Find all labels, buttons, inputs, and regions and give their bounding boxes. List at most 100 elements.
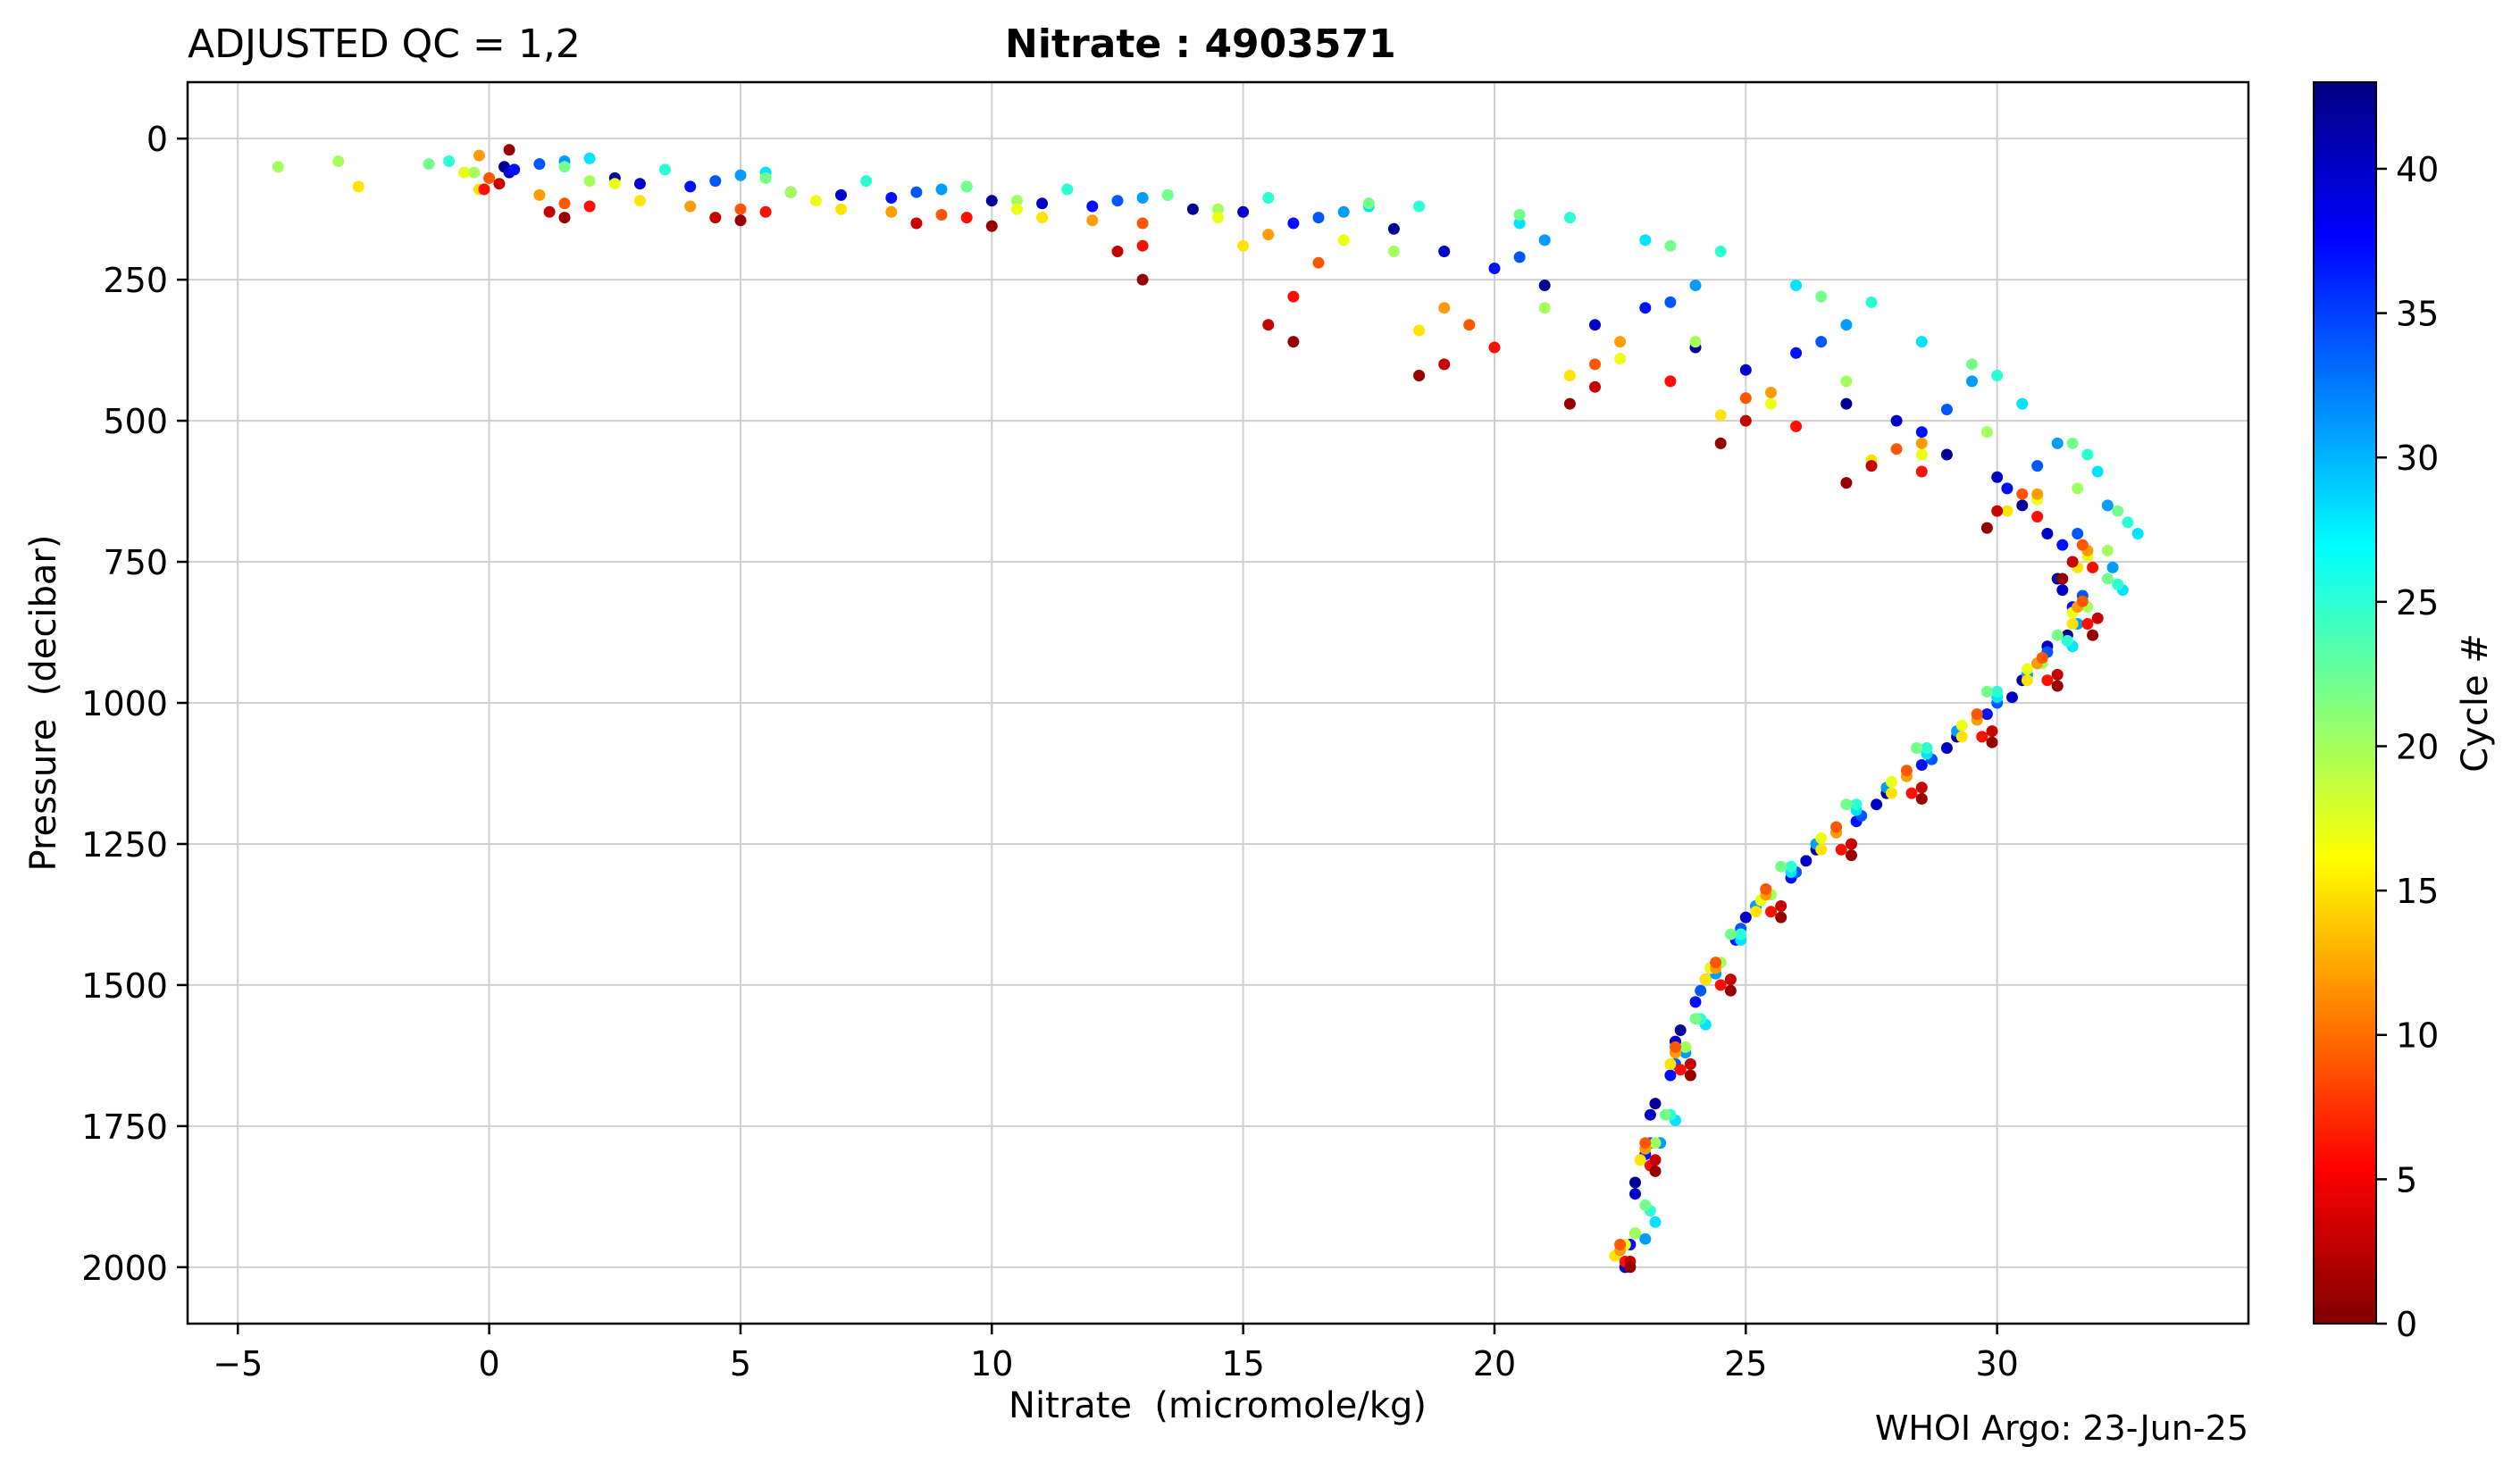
data-point bbox=[558, 212, 571, 224]
data-point bbox=[2091, 465, 2104, 478]
x-tick-label: −5 bbox=[213, 1344, 263, 1383]
data-point bbox=[759, 171, 772, 184]
data-point bbox=[935, 183, 948, 196]
data-point bbox=[1815, 832, 1828, 845]
data-point bbox=[583, 152, 596, 164]
colorbar-tick-label: 30 bbox=[2396, 439, 2439, 478]
data-point bbox=[1739, 364, 1752, 376]
data-point bbox=[885, 205, 898, 218]
data-point bbox=[2036, 652, 2048, 664]
data-point bbox=[1991, 471, 2004, 483]
data-point bbox=[2031, 460, 2044, 472]
data-point bbox=[1689, 336, 1702, 348]
data-point bbox=[935, 209, 948, 221]
data-point bbox=[1664, 296, 1677, 308]
data-point bbox=[1724, 928, 1737, 940]
data-point bbox=[1940, 404, 1953, 415]
y-tick-label: 250 bbox=[103, 261, 168, 300]
data-point bbox=[1915, 781, 1928, 794]
data-point bbox=[1765, 906, 1777, 918]
data-point bbox=[2072, 528, 2084, 539]
data-point bbox=[1111, 246, 1124, 257]
data-point bbox=[2051, 680, 2064, 692]
data-point bbox=[885, 192, 898, 204]
data-point bbox=[2056, 573, 2069, 585]
data-point bbox=[1750, 906, 1762, 918]
data-point bbox=[2021, 663, 2033, 675]
data-point bbox=[1387, 222, 1400, 235]
data-point bbox=[1775, 900, 1787, 912]
data-point bbox=[468, 166, 481, 179]
data-point bbox=[2101, 573, 2114, 585]
data-point bbox=[2066, 618, 2079, 630]
x-tick-label: 10 bbox=[970, 1344, 1013, 1383]
data-point bbox=[1634, 1154, 1646, 1166]
data-point bbox=[684, 180, 697, 193]
colorbar-tick-label: 10 bbox=[2396, 1016, 2439, 1056]
data-point bbox=[1689, 1013, 1702, 1025]
data-point bbox=[533, 158, 546, 171]
data-point bbox=[1800, 855, 1813, 867]
data-point bbox=[1624, 1261, 1637, 1274]
colorbar-tick-label: 5 bbox=[2396, 1160, 2417, 1199]
colorbar-axis: 0 5 10 15 20 25 30 35 40 bbox=[2376, 150, 2439, 1344]
data-point bbox=[2087, 629, 2099, 641]
data-point bbox=[1438, 302, 1451, 314]
data-point bbox=[1991, 685, 2004, 698]
data-point bbox=[1664, 1069, 1677, 1082]
data-point bbox=[2041, 528, 2054, 539]
data-point bbox=[1674, 1024, 1687, 1036]
data-point bbox=[1589, 358, 1601, 371]
data-point bbox=[1760, 883, 1772, 895]
data-point bbox=[1212, 212, 1224, 224]
data-point bbox=[2112, 578, 2124, 590]
data-point bbox=[1061, 183, 1074, 196]
data-point bbox=[759, 205, 772, 218]
data-point bbox=[1890, 443, 1903, 456]
y-tick-label: 1500 bbox=[81, 966, 168, 1006]
data-point bbox=[1649, 1137, 1662, 1149]
data-point bbox=[423, 158, 435, 171]
data-point bbox=[1710, 957, 1722, 969]
data-point bbox=[2016, 499, 2029, 512]
data-point bbox=[1986, 725, 1998, 738]
colorbar-tick-label: 0 bbox=[2396, 1305, 2417, 1344]
data-point bbox=[1649, 1098, 1662, 1110]
data-point bbox=[608, 178, 621, 190]
x-tick-label: 25 bbox=[1724, 1344, 1767, 1383]
data-point bbox=[1940, 448, 1953, 461]
data-point bbox=[1689, 996, 1702, 1008]
data-point bbox=[503, 144, 515, 156]
data-point bbox=[1010, 195, 1023, 207]
data-point bbox=[1010, 203, 1023, 215]
data-point bbox=[2122, 516, 2134, 529]
data-point bbox=[1921, 742, 1933, 754]
data-point bbox=[1136, 239, 1149, 252]
data-point bbox=[272, 161, 284, 173]
data-point bbox=[709, 212, 722, 224]
data-point bbox=[483, 171, 496, 184]
y-tick-label: 1250 bbox=[81, 825, 168, 865]
data-point bbox=[1890, 414, 1903, 427]
data-point bbox=[2112, 505, 2124, 517]
data-point bbox=[1790, 347, 1803, 359]
data-point bbox=[2016, 488, 2029, 500]
colorbar-tick-label: 20 bbox=[2396, 727, 2439, 766]
data-point bbox=[1639, 1199, 1652, 1211]
data-point bbox=[1991, 370, 2004, 381]
x-axis: −5 0 5 10 15 20 25 30 bbox=[213, 1324, 2019, 1383]
data-point bbox=[1337, 205, 1350, 218]
data-point bbox=[1724, 974, 1737, 986]
x-tick-label: 15 bbox=[1221, 1344, 1264, 1383]
data-point bbox=[1563, 397, 1576, 410]
data-point bbox=[1980, 685, 1993, 698]
data-point bbox=[508, 163, 521, 176]
data-point bbox=[1915, 465, 1928, 478]
data-point bbox=[1850, 798, 1863, 811]
y-axis: 0 250 500 750 1000 1250 1500 1750 2000 bbox=[81, 120, 188, 1288]
colorbar-tick-label: 40 bbox=[2396, 150, 2439, 189]
data-point bbox=[1086, 200, 1099, 213]
data-point bbox=[1649, 1165, 1662, 1177]
data-point bbox=[1212, 203, 1224, 215]
